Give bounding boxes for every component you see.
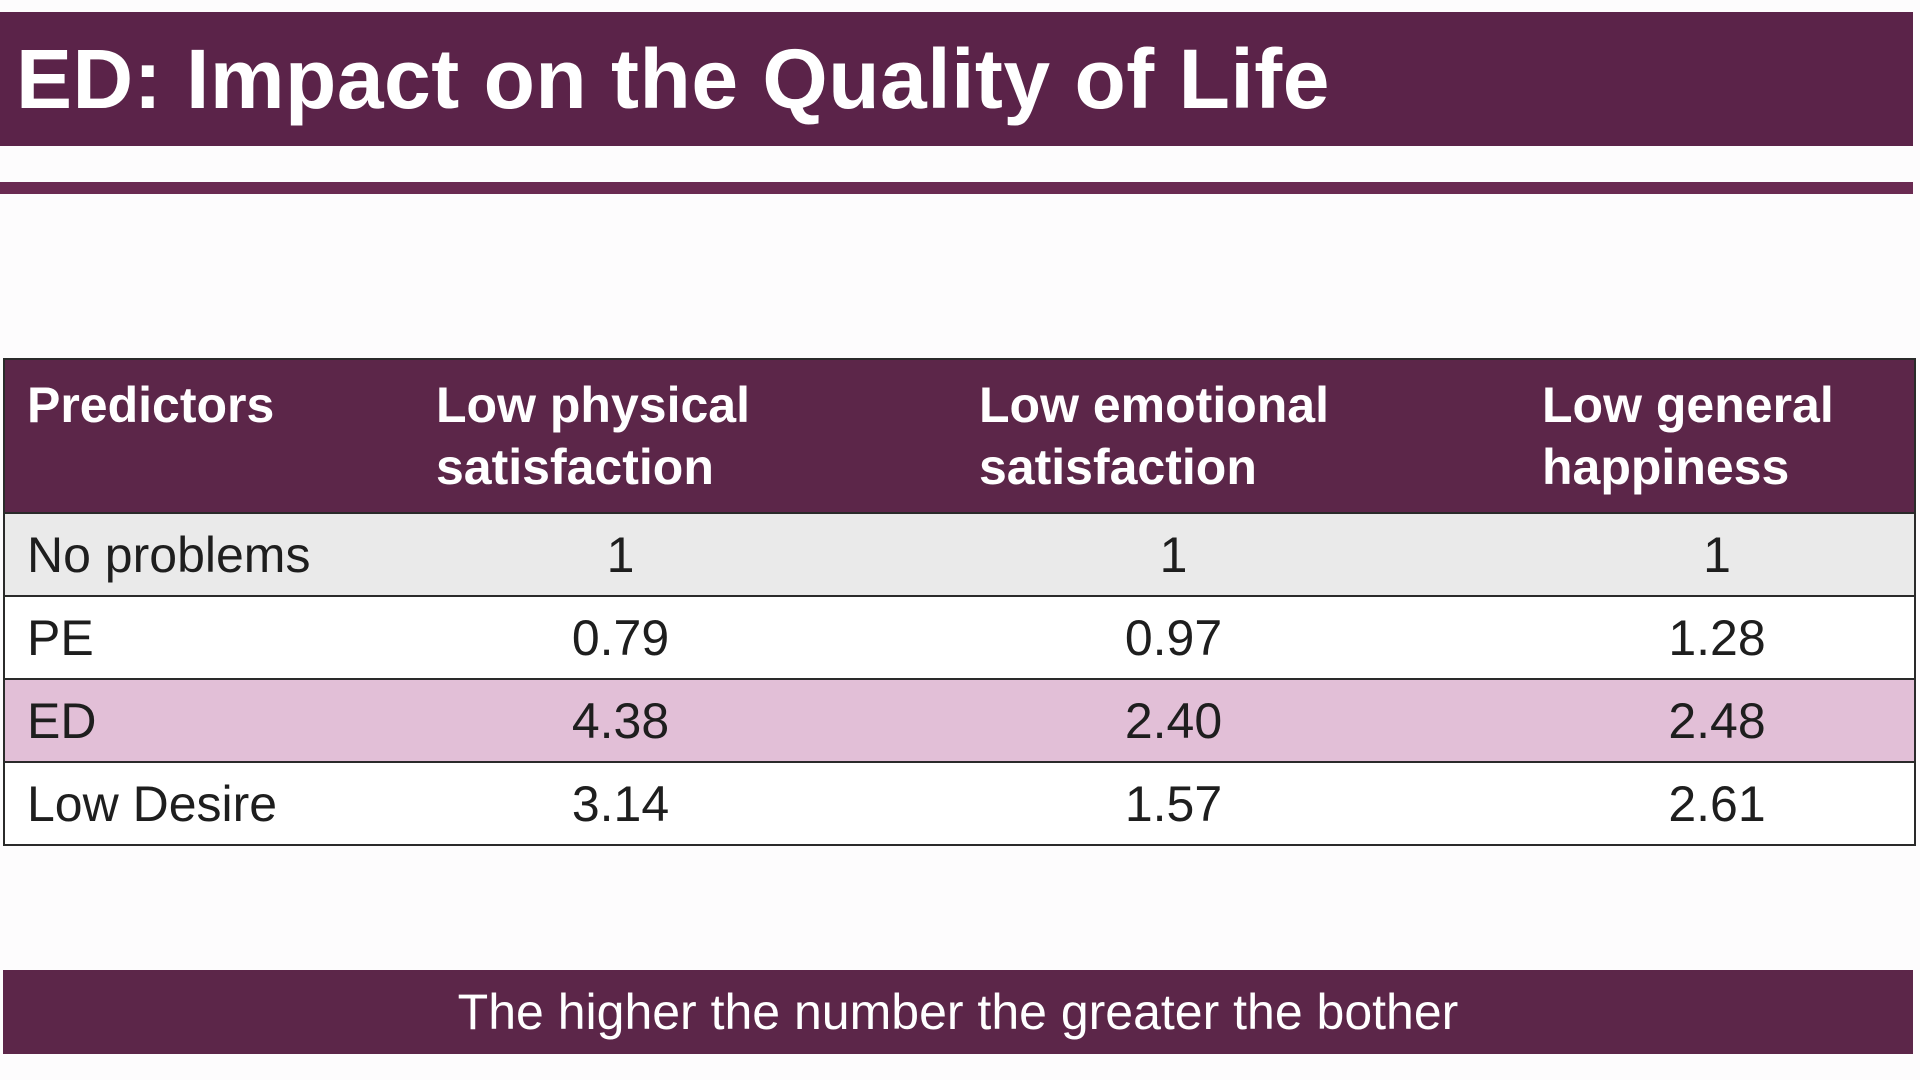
header-low-physical-line2: satisfaction — [436, 439, 714, 495]
header-low-general-happiness: Low general happiness — [1520, 359, 1915, 513]
header-predictors-line1: Predictors — [27, 377, 275, 433]
title-divider — [0, 182, 1913, 194]
table-header-row: Predictors Low physical satisfaction Low… — [4, 359, 1915, 513]
cell-value: 2.61 — [1520, 761, 1915, 845]
header-low-emotional-line1: Low emotional — [979, 377, 1329, 433]
header-low-physical-line1: Low physical — [436, 377, 750, 433]
predictors-table: Predictors Low physical satisfaction Low… — [3, 358, 1916, 846]
cell-value: 3.14 — [414, 761, 957, 845]
header-low-physical-satisfaction: Low physical satisfaction — [414, 359, 957, 513]
cell-value: 1 — [1520, 512, 1915, 596]
title-bar: ED: Impact on the Quality of Life — [0, 12, 1913, 146]
row-label: PE — [4, 595, 414, 679]
cell-value: 1 — [957, 512, 1520, 596]
row-label: No problems — [4, 512, 414, 596]
cell-value: 0.97 — [957, 595, 1520, 679]
footer-note: The higher the number the greater the bo… — [457, 984, 1459, 1040]
table-row: No problems 1 1 1 — [4, 512, 1915, 596]
cell-value: 4.38 — [414, 678, 957, 762]
cell-value: 2.40 — [957, 678, 1520, 762]
slide-title: ED: Impact on the Quality of Life — [16, 32, 1330, 126]
header-predictors: Predictors — [4, 359, 414, 513]
table-row-highlighted: ED 4.38 2.40 2.48 — [4, 678, 1915, 762]
header-low-emotional-line2: satisfaction — [979, 439, 1257, 495]
cell-value: 1 — [414, 512, 957, 596]
table-row: Low Desire 3.14 1.57 2.61 — [4, 761, 1915, 845]
header-low-general-line2: happiness — [1542, 439, 1790, 495]
header-low-general-line1: Low general — [1542, 377, 1834, 433]
table-row: PE 0.79 0.97 1.28 — [4, 595, 1915, 679]
cell-value: 0.79 — [414, 595, 957, 679]
cell-value: 2.48 — [1520, 678, 1915, 762]
cell-value: 1.57 — [957, 761, 1520, 845]
row-label: ED — [4, 678, 414, 762]
cell-value: 1.28 — [1520, 595, 1915, 679]
header-low-emotional-satisfaction: Low emotional satisfaction — [957, 359, 1520, 513]
footer-bar: The higher the number the greater the bo… — [3, 970, 1913, 1054]
row-label: Low Desire — [4, 761, 414, 845]
